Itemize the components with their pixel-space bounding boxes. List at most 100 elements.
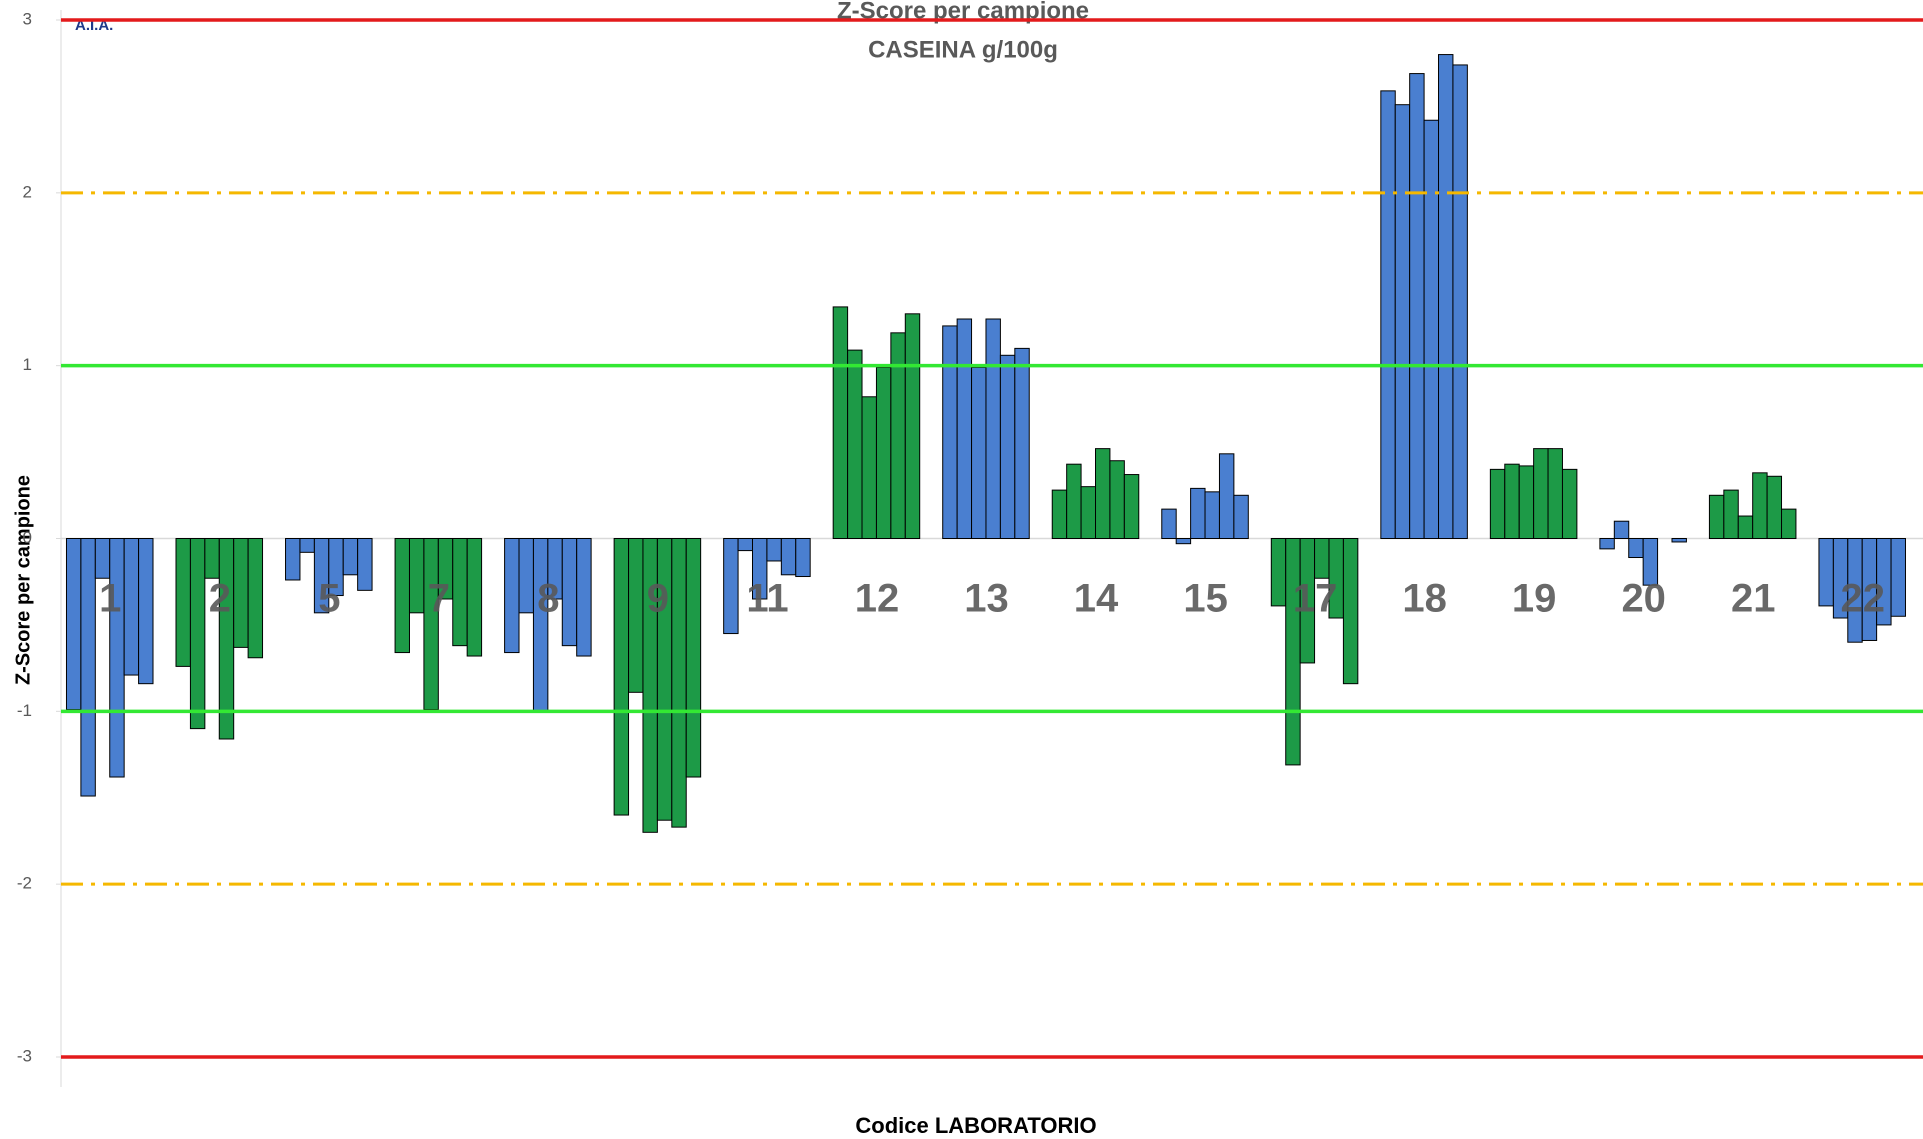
x-tick-label: 22 bbox=[1841, 577, 1886, 621]
bar bbox=[285, 538, 301, 581]
bar bbox=[1547, 448, 1563, 540]
bar bbox=[65, 538, 82, 711]
y-tick-label: 2 bbox=[23, 182, 32, 201]
x-tick-label: 12 bbox=[855, 577, 900, 621]
bar bbox=[247, 538, 264, 659]
bar bbox=[751, 538, 768, 600]
x-tick-label: 5 bbox=[318, 577, 340, 621]
bar bbox=[1818, 538, 1834, 607]
bar bbox=[847, 349, 863, 539]
bar bbox=[123, 538, 140, 676]
bar bbox=[1708, 494, 1725, 539]
bar bbox=[861, 396, 877, 539]
x-tick-label: 8 bbox=[537, 577, 559, 621]
bar bbox=[1314, 538, 1330, 579]
bar bbox=[233, 538, 249, 648]
bar bbox=[1504, 463, 1520, 540]
chart-subtitle: CASEINA g/100g bbox=[868, 36, 1058, 63]
bar bbox=[1533, 448, 1549, 540]
bar bbox=[138, 538, 154, 685]
bar bbox=[956, 318, 973, 540]
bar bbox=[80, 538, 96, 797]
bar bbox=[466, 538, 483, 657]
bar bbox=[737, 538, 753, 552]
x-tick-label: 15 bbox=[1183, 577, 1228, 621]
bar bbox=[1723, 489, 1739, 539]
bar bbox=[423, 538, 439, 711]
bar bbox=[452, 538, 468, 647]
bar bbox=[109, 538, 125, 778]
bar bbox=[942, 325, 958, 540]
bar bbox=[875, 366, 892, 539]
bar bbox=[561, 538, 578, 647]
x-tick-label: 7 bbox=[428, 577, 450, 621]
bar bbox=[780, 538, 797, 576]
x-tick-label: 1 bbox=[99, 577, 121, 621]
bar bbox=[628, 538, 644, 693]
bar bbox=[1423, 119, 1440, 539]
bar bbox=[1095, 448, 1111, 540]
bar bbox=[1438, 54, 1454, 539]
bar bbox=[671, 538, 687, 828]
bar bbox=[832, 306, 849, 539]
bar bbox=[1175, 538, 1192, 545]
bar bbox=[1380, 90, 1396, 539]
bar bbox=[1161, 508, 1177, 540]
bar bbox=[394, 538, 410, 654]
y-tick-label: -1 bbox=[17, 701, 32, 720]
bar bbox=[94, 538, 111, 579]
bar bbox=[1218, 453, 1235, 540]
bar bbox=[795, 538, 811, 578]
bar bbox=[204, 538, 220, 579]
y-tick-label: -3 bbox=[17, 1046, 32, 1065]
bar bbox=[1270, 538, 1287, 607]
x-tick-label: 18 bbox=[1402, 577, 1447, 621]
bar bbox=[1394, 104, 1411, 540]
bar bbox=[1204, 491, 1220, 539]
bar bbox=[342, 538, 359, 576]
bar bbox=[971, 366, 987, 539]
x-axis-label: Codice LABORATORIO bbox=[855, 1113, 1096, 1138]
bar bbox=[504, 538, 520, 654]
bar bbox=[1123, 474, 1140, 539]
bar bbox=[1766, 475, 1783, 539]
bar bbox=[518, 538, 534, 614]
bar bbox=[1190, 487, 1206, 539]
x-tick-label: 17 bbox=[1293, 577, 1338, 621]
y-tick-label: 0 bbox=[23, 528, 32, 547]
bar bbox=[218, 538, 235, 740]
bar bbox=[1489, 468, 1506, 539]
bar bbox=[1299, 538, 1316, 664]
bar bbox=[1890, 538, 1906, 617]
bar bbox=[532, 538, 549, 712]
bar bbox=[1561, 468, 1578, 539]
x-tick-label: 21 bbox=[1731, 577, 1776, 621]
bar bbox=[175, 538, 191, 667]
bar bbox=[1051, 489, 1068, 539]
bar bbox=[1342, 538, 1359, 685]
bar bbox=[1752, 472, 1768, 539]
bar bbox=[1452, 64, 1468, 539]
bar bbox=[890, 332, 906, 539]
bar bbox=[766, 538, 782, 562]
y-tick-label: 1 bbox=[23, 355, 32, 374]
bar bbox=[904, 313, 921, 540]
x-tick-label: 2 bbox=[209, 577, 231, 621]
x-tick-label: 14 bbox=[1074, 577, 1119, 621]
bar bbox=[189, 538, 206, 730]
bar bbox=[1781, 508, 1797, 540]
bar bbox=[357, 538, 373, 591]
bar bbox=[723, 538, 739, 635]
bar bbox=[1233, 494, 1249, 539]
bar bbox=[1642, 538, 1659, 586]
bar bbox=[1613, 520, 1630, 540]
bar bbox=[1109, 460, 1125, 540]
bar bbox=[576, 538, 592, 657]
y-tick-label: -2 bbox=[17, 874, 32, 893]
x-tick-label: 19 bbox=[1512, 577, 1557, 621]
bar bbox=[299, 538, 315, 553]
bar bbox=[1518, 465, 1535, 539]
bar bbox=[1285, 538, 1301, 766]
x-tick-label: 13 bbox=[964, 577, 1009, 621]
